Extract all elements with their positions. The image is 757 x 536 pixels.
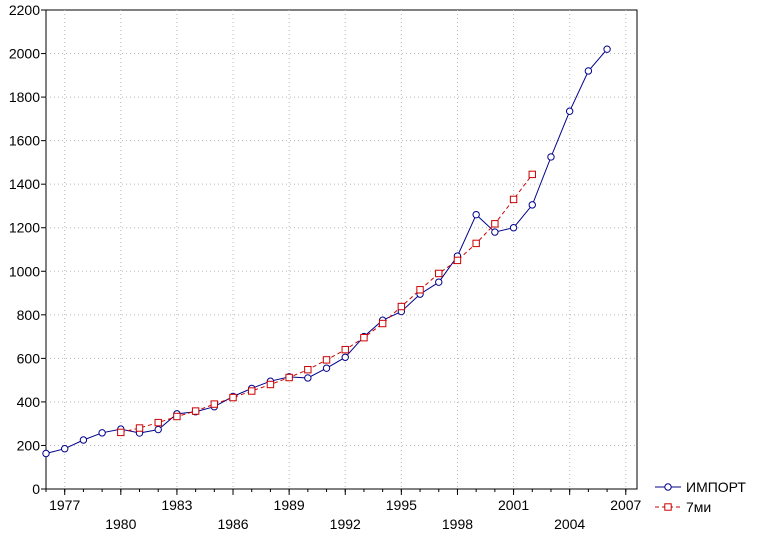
data-point bbox=[584, 67, 593, 75]
data-point bbox=[341, 353, 349, 361]
data-point bbox=[472, 239, 480, 248]
data-point bbox=[304, 374, 312, 382]
data-point bbox=[547, 153, 555, 161]
data-point bbox=[322, 356, 331, 364]
legend-label: ИМПОРТ bbox=[686, 479, 746, 495]
data-point bbox=[435, 269, 443, 278]
data-point bbox=[285, 373, 293, 382]
data-point bbox=[603, 45, 611, 53]
legend: ИМПОРТ 7ми bbox=[655, 479, 746, 515]
y-tick-label: 2200 bbox=[9, 2, 40, 18]
data-point bbox=[435, 278, 443, 286]
x-axis-ticks: 1977 1983 1989 1995 2001 2007 1980 1986 1992 1998… bbox=[45, 489, 642, 532]
data-point bbox=[509, 195, 518, 204]
data-point bbox=[173, 412, 181, 421]
data-point bbox=[98, 429, 106, 437]
x-tick-label: 1983 bbox=[161, 497, 192, 513]
legend-label: 7ми bbox=[686, 499, 711, 515]
y-tick-label: 400 bbox=[17, 394, 41, 410]
data-point bbox=[565, 107, 574, 115]
y-tick-label: 0 bbox=[32, 481, 40, 497]
x-tick-label: 1989 bbox=[274, 497, 305, 513]
data-point bbox=[491, 228, 499, 236]
x-tick-label: 2004 bbox=[554, 516, 585, 532]
data-point bbox=[509, 224, 518, 232]
data-point bbox=[378, 319, 387, 328]
y-tick-label: 1200 bbox=[9, 220, 40, 236]
grid bbox=[46, 10, 637, 489]
data-point bbox=[491, 220, 499, 228]
data-point bbox=[266, 380, 275, 389]
legend-marker bbox=[664, 503, 672, 511]
y-axis-ticks: 0 200 400 600 800 1000 1200 1400 1600 1800 2000 220… bbox=[9, 2, 46, 497]
series-1 bbox=[42, 45, 611, 458]
y-tick-label: 600 bbox=[17, 350, 41, 366]
y-tick-label: 1800 bbox=[9, 89, 40, 105]
x-tick-label: 2001 bbox=[498, 497, 529, 513]
x-tick-label: 1977 bbox=[49, 497, 80, 513]
y-tick-label: 1400 bbox=[9, 176, 40, 192]
data-point bbox=[528, 201, 536, 209]
x-tick-label: 1995 bbox=[386, 497, 417, 513]
series-layer bbox=[42, 45, 611, 458]
plot-area bbox=[45, 9, 638, 490]
y-tick-label: 1000 bbox=[9, 263, 40, 279]
data-point bbox=[322, 364, 331, 372]
data-point bbox=[135, 424, 144, 432]
data-point bbox=[472, 210, 480, 219]
y-tick-label: 2000 bbox=[9, 46, 40, 62]
data-point bbox=[453, 256, 462, 265]
data-point bbox=[304, 365, 312, 374]
data-point bbox=[79, 436, 88, 444]
data-point bbox=[42, 449, 50, 458]
data-point bbox=[360, 333, 368, 342]
data-point bbox=[528, 170, 536, 179]
y-tick-label: 200 bbox=[17, 437, 41, 453]
data-point bbox=[191, 407, 200, 415]
data-point bbox=[154, 418, 162, 427]
data-point bbox=[248, 387, 256, 395]
x-tick-label: 1992 bbox=[330, 516, 361, 532]
data-point bbox=[341, 345, 349, 354]
x-tick-label: 1980 bbox=[105, 516, 136, 532]
x-tick-label: 1986 bbox=[217, 516, 248, 532]
x-tick-label: 2007 bbox=[610, 497, 641, 513]
data-point bbox=[416, 286, 424, 294]
data-point bbox=[229, 393, 237, 402]
data-point bbox=[397, 302, 406, 311]
data-point bbox=[61, 445, 69, 453]
series-2 bbox=[117, 170, 536, 437]
y-tick-label: 1600 bbox=[9, 133, 40, 149]
data-point bbox=[154, 425, 162, 434]
y-tick-label: 800 bbox=[17, 307, 41, 323]
legend-marker bbox=[664, 483, 672, 491]
data-point bbox=[117, 428, 125, 437]
x-tick-label: 1998 bbox=[442, 516, 473, 532]
data-point bbox=[210, 400, 219, 408]
